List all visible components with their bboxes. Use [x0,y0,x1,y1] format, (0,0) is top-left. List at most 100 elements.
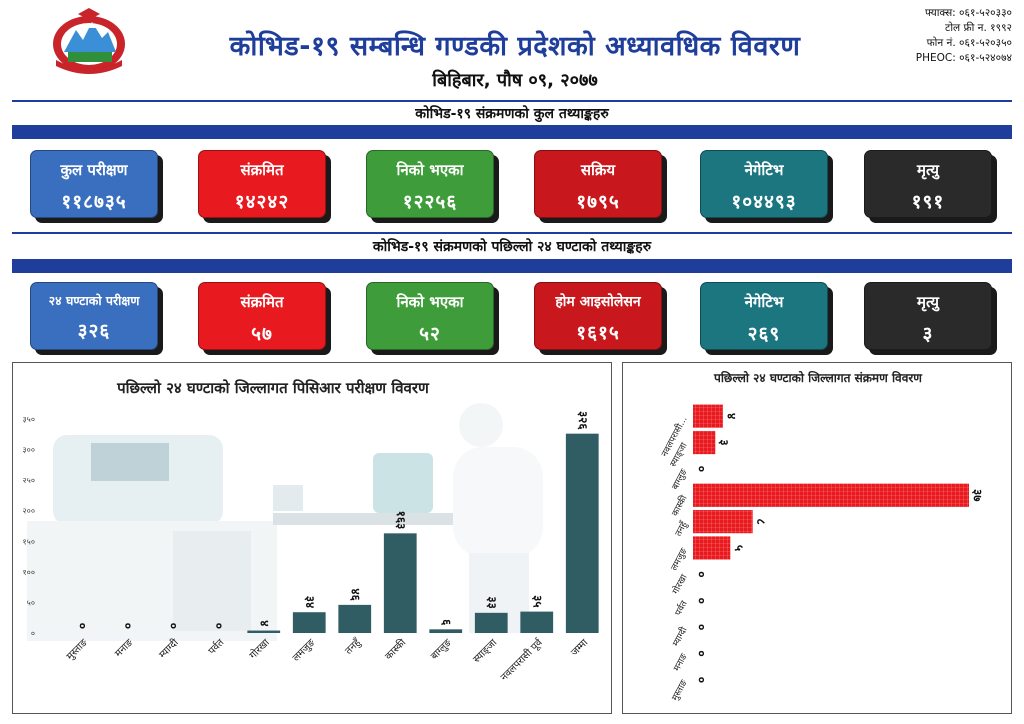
value-label: ३ [717,439,731,445]
bar [565,433,599,633]
chart-title: पछिल्लो २४ घण्टाको जिल्लागत संक्रमण विवर… [713,371,923,385]
value-labels: ४ ३ ० ३७ ८ ५ ० ० ० ० ० [695,413,985,683]
card-label: निको भएका [396,161,464,179]
value-label: ० [75,623,89,629]
card-value: २६९ [747,323,781,345]
bar [292,612,326,633]
value-labels: ० ० ० ० ४ ३४ ४६ १६३ ६ ३३ ३५ ३२६ [75,411,590,629]
card-daily-home-isolation: होम आइसोलेसन १६१५ [534,282,662,350]
contact-tollfree: टोल फ्री न. १९९२ [945,22,1012,34]
divider-band [12,259,1012,273]
card-value: ३ [922,323,934,345]
bar [338,604,372,633]
x-tick-label: लमजुङ [291,637,318,664]
contact-fax: फ्याक्स: ०६१-५२०३३० [924,7,1012,19]
infection-bar-chart: पछिल्लो २४ घण्टाको जिल्लागत संक्रमण विवर… [658,371,985,703]
y-tick-label: ३५० [23,415,35,424]
report-date: बिहिबार, पौष ०९, २०७७ [432,70,598,91]
total-section-title: कोभिड-१९ संक्रमणको कुल तथ्याङ्कहरु [415,106,609,122]
divider-line [12,232,1012,234]
y-tick-label: मुस्ताङ [670,678,689,702]
bar [693,510,753,534]
card-value: १७९५ [576,191,620,213]
card-label: नेगेटिभ [744,293,784,311]
card-label: होम आइसोलेसन [555,294,641,310]
card-label: संक्रमित [240,293,284,311]
contact-pheoc: PHEOC: ०६१-५२४०७४ [915,52,1012,64]
value-label: ० [695,624,709,630]
infection-chart-panel: पछिल्लो २४ घण्टाको जिल्लागत संक्रमण विवर… [622,362,1012,714]
card-label: मृत्यु [916,161,940,179]
card-value: १०४४९३ [731,191,797,213]
daily-section-title: कोभिड-१९ संक्रमणको पछिल्लो २४ घण्टाको तथ… [372,239,652,255]
y-tick-label: लमजुङ [670,546,690,572]
y-axis-labels: नवलपरासी...स्याङ्जाबाग्लुङकास्कीतनहुँलमज… [658,414,690,703]
y-tick-label: पर्वत [672,598,690,618]
x-tick-label: कास्की [383,636,409,662]
x-tick-label: जम्मा [569,637,590,658]
divider-band [12,125,1012,139]
card-value: १४२४२ [234,191,290,213]
contact-phone: फोन नं. ०६१-५२०३५० [926,37,1012,49]
pcr-test-bar-chart: पछिल्लो २४ घण्टाको जिल्लागत पिसिआर परीक्… [23,379,599,683]
card-daily-infected: संक्रमित ५७ [198,282,326,350]
value-label: ० [695,571,709,577]
page-title: कोभिड-१९ सम्बन्धि गण्डकी प्रदेशको अध्याव… [229,31,801,62]
contact-info: फ्याक्स: ०६१-५२०३३० टोल फ्री न. १९९२ फोन… [792,6,1012,66]
bar [693,430,716,455]
y-tick-label: २५० [23,476,35,485]
value-label: ० [695,466,709,472]
bar [474,612,508,633]
y-tick-label: ५० [27,598,35,607]
card-total-deaths: मृत्यु १९१ [864,150,992,218]
y-tick-label: १०० [23,568,35,577]
value-label: ० [695,598,709,604]
y-tick-label: म्याग्दी [670,624,690,648]
card-total-negative: नेगेटिभ १०४४९३ [700,150,828,218]
value-label: १६३ [394,511,408,530]
card-value: १९१ [911,191,945,213]
card-label: निको भएका [396,293,464,311]
card-value: ५२ [419,323,441,345]
card-value: ५७ [251,323,273,345]
card-label: सक्रिय [580,161,616,179]
bar [520,611,554,633]
value-label: ३३ [485,596,499,608]
card-daily-recovered: निको भएका ५२ [366,282,494,350]
y-tick-label: २०० [23,507,35,516]
divider-line [12,100,1012,102]
value-label: ० [695,650,709,656]
x-tick-label: नवलपरासी पूर्व [498,636,545,683]
value-label: ४६ [348,588,362,601]
card-total-active: सक्रिय १७९५ [534,150,662,218]
value-label: ४ [724,413,738,419]
bar-series [693,404,969,560]
x-axis-labels: मुस्ताङ मनाङ म्याग्दी पर्वत गोरखा लमजुङ तनहुँ क… [65,636,591,683]
value-label: ० [121,623,135,629]
card-label: मृत्यु [916,293,940,311]
card-total-infected: संक्रमित १४२४२ [198,150,326,218]
y-tick-label: बाग्लुङ [671,467,690,491]
value-label: ० [695,677,709,683]
bar [693,483,969,507]
lab-illustration [27,403,543,641]
bar [693,404,723,428]
y-tick-label: तनहुँ [672,518,690,538]
card-label: संक्रमित [240,161,284,179]
y-axis-ticks: ० ५० १०० १५० २०० २५० ३०० ३५० [23,415,35,638]
bar [693,536,731,560]
pcr-test-chart-panel: पछिल्लो २४ घण्टाको जिल्लागत पिसिआर परीक्… [12,362,612,714]
card-label: नेगेटिभ [744,161,784,179]
value-label: ६ [439,619,453,626]
y-tick-label: १५० [23,537,35,546]
y-tick-label: ३०० [23,446,35,455]
card-daily-tests: २४ घण्टाको परीक्षण ३२६ [30,282,158,350]
value-label: ४ [257,620,271,626]
x-tick-label: बाग्लुङ [429,637,454,662]
card-total-recovered: निको भएका १२२५६ [366,150,494,218]
value-label: ८ [754,519,768,525]
card-total-tests: कुल परीक्षण ११८७३५ [30,150,158,218]
card-value: १६१५ [576,322,620,344]
y-tick-label: कास्की [669,492,690,518]
nepal-emblem-logo [53,8,125,74]
